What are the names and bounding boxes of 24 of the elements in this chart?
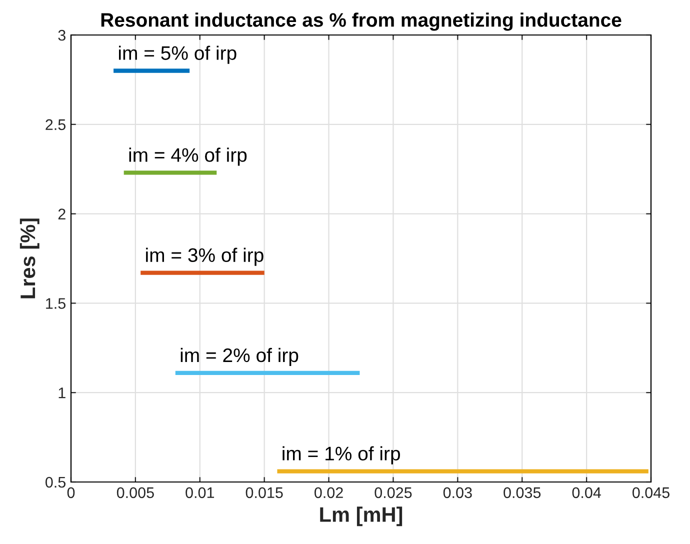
series-label: im = 3% of irp bbox=[146, 248, 264, 266]
x-tick-label: 0.015 bbox=[246, 487, 283, 498]
series-label: im = 4% of irp bbox=[129, 148, 247, 166]
y-tick-label: 0.5 bbox=[46, 476, 66, 488]
y-tick-label: 2 bbox=[58, 208, 66, 220]
x-tick-label: 0.025 bbox=[374, 487, 412, 498]
x-tick-label: 0 bbox=[67, 487, 75, 498]
y-tick-label: 1 bbox=[58, 388, 66, 398]
x-tick-label: 0.005 bbox=[116, 487, 154, 498]
x-axis-title: Lm [mH] bbox=[320, 506, 402, 526]
series-label: im = 1% of irp bbox=[282, 446, 400, 464]
x-tick-label: 0.01 bbox=[186, 487, 214, 498]
y-tick-label: 1.5 bbox=[46, 298, 66, 309]
x-tick-label: 0.035 bbox=[504, 487, 541, 498]
x-tick-label: 0.04 bbox=[572, 487, 601, 498]
y-axis-title: Lres [%] bbox=[20, 218, 40, 298]
chart-title: Resonant inductance as % from magnetizing inductance bbox=[101, 12, 622, 31]
series-label: im = 2% of irp bbox=[180, 348, 298, 366]
x-tick-label: 0.02 bbox=[314, 487, 343, 498]
y-tick-label: 3 bbox=[58, 30, 66, 41]
series-label: im = 5% of irp bbox=[119, 46, 236, 64]
y-tick-label: 2.5 bbox=[46, 119, 66, 130]
x-tick-label: 0.045 bbox=[632, 487, 670, 498]
x-tick-label: 0.03 bbox=[443, 487, 472, 498]
